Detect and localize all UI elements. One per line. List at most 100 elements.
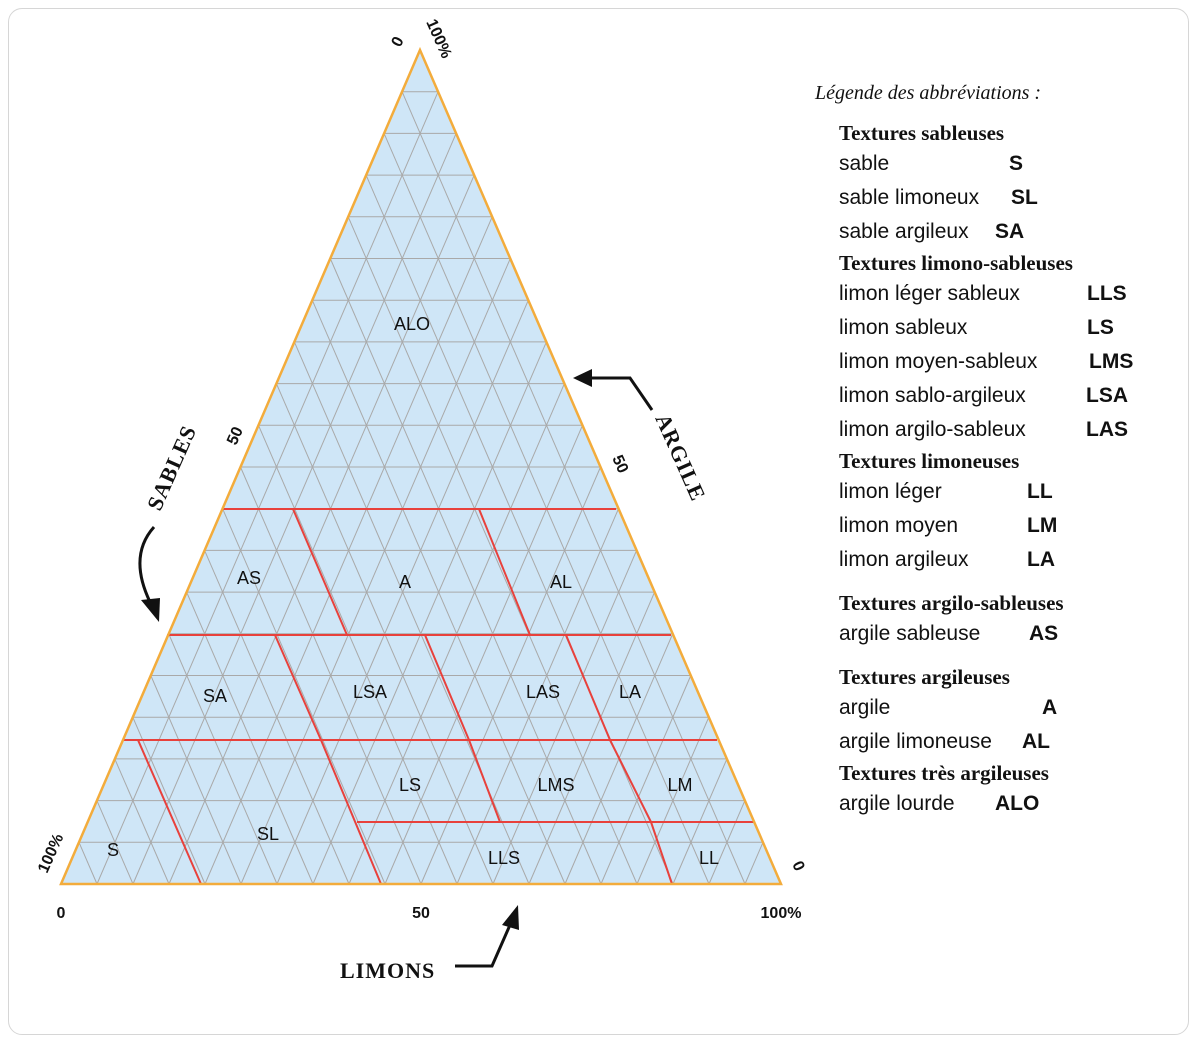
zone-label-lms: LMS	[537, 775, 574, 795]
legend-item-abbr: LMS	[1089, 350, 1134, 373]
zone-boundary-line	[274, 634, 322, 741]
grid-line	[276, 300, 529, 885]
legend-item-abbr: LLS	[1087, 282, 1127, 305]
zone-boundaries	[124, 508, 754, 885]
legend-spacer	[815, 577, 1185, 589]
grid-line	[168, 174, 475, 885]
right-axis-fifty: 50	[608, 453, 631, 476]
arrow-sables	[138, 525, 160, 622]
zone-boundary-line	[650, 821, 673, 885]
grid-line	[78, 842, 98, 885]
zone-label-s: S	[107, 840, 119, 860]
arrow-limons	[455, 905, 519, 968]
legend-item-name: limon moyen-sableux	[839, 350, 1038, 373]
legend-group-title: Textures limoneuses	[839, 449, 1020, 473]
grid-line	[600, 675, 692, 885]
grid-line	[114, 758, 170, 885]
zone-label-lls: LLS	[488, 848, 520, 868]
legend-group-title: Textures sableuses	[839, 121, 1005, 145]
zone-boundary-line	[320, 739, 382, 885]
legend-item: limon léger LL	[839, 475, 1185, 509]
zone-label-lm: LM	[667, 775, 692, 795]
legend-item-abbr: AS	[1029, 622, 1059, 645]
grid-line	[312, 341, 547, 885]
axis-name-limons: LIMONS	[340, 958, 435, 983]
legend-item-abbr: AL	[1022, 730, 1050, 753]
axis-name-argile: ARGILE	[650, 410, 711, 505]
legend-item-abbr: LA	[1027, 548, 1055, 571]
grid-line	[96, 91, 439, 885]
zone-label-sa: SA	[203, 686, 227, 706]
legend: Légende des abbréviations : Textures sab…	[815, 82, 1185, 821]
grid-line	[347, 216, 638, 885]
legend-item: sable argileux SA	[839, 215, 1185, 249]
bottom-axis-hundred: 100%	[761, 905, 802, 922]
legend-item-name: argile limoneuse	[839, 730, 992, 753]
grid-line	[204, 216, 493, 885]
zone-label-sl: SL	[257, 824, 279, 844]
legend-item-name: limon léger sableux	[839, 282, 1020, 305]
bottom-axis-fifty: 50	[412, 905, 430, 922]
zone-boundary-line	[468, 739, 501, 823]
grid-line	[186, 591, 314, 885]
zone-boundary-line	[478, 508, 531, 636]
legend-item-abbr: SA	[995, 220, 1025, 243]
zone-boundary-line	[565, 634, 611, 741]
top-axis-hundred: 100%	[422, 17, 454, 61]
grid-line	[311, 300, 566, 885]
legend-item-abbr: A	[1042, 696, 1058, 719]
bottom-axis-zero: 0	[57, 905, 66, 922]
grid-line	[401, 91, 746, 885]
zone-label-ll: LL	[699, 848, 719, 868]
legend-item-abbr: LL	[1027, 480, 1053, 503]
legend-item: sable limoneux SL	[839, 181, 1185, 215]
grid-line	[384, 425, 583, 885]
legend-item-name: limon argilo-sableux	[839, 418, 1026, 441]
legend-item: limon sablo-argileux LSA	[839, 379, 1185, 413]
left-axis-fifty: 50	[224, 424, 247, 447]
zone-label-alo: ALO	[394, 314, 430, 334]
legend-item-name: sable limoneux	[839, 186, 980, 209]
zone-label-as: AS	[237, 568, 261, 588]
grid-line	[240, 258, 511, 885]
legend-item-name: argile sableuse	[839, 622, 981, 645]
legend-item: limon moyen LM	[839, 509, 1185, 543]
zone-boundary-line	[424, 634, 470, 741]
legend-item-abbr: LS	[1087, 316, 1114, 339]
legend-group-title: Textures limono-sableuses	[839, 251, 1073, 275]
left-axis-hundred: 100%	[35, 831, 67, 875]
axis-name-sables: SABLES	[142, 421, 202, 514]
legend-item: limon argilo-sableux LAS	[839, 413, 1185, 447]
zone-boundary-line	[609, 739, 652, 823]
legend-item-name: limon léger	[839, 480, 942, 503]
zone-label-las: LAS	[526, 682, 560, 702]
legend-item: argile limoneuse AL	[839, 725, 1185, 759]
legend-item-name: argile	[839, 696, 891, 719]
legend-item-abbr: LAS	[1086, 418, 1128, 441]
legend-item-abbr: LM	[1027, 514, 1058, 537]
zone-label-al: AL	[550, 572, 572, 592]
legend-item: argile lourde ALO	[839, 787, 1185, 821]
grid-line	[528, 591, 656, 885]
legend-item: limon moyen-sableux LMS	[839, 345, 1185, 379]
legend-item-name: limon moyen	[839, 514, 959, 537]
legend-item-name: limon argileux	[839, 548, 969, 571]
legend-item-name: sable	[839, 152, 890, 175]
legend-item: argile sableuse AS	[839, 617, 1185, 651]
zone-boundary-line	[137, 739, 202, 885]
legend-item: limon argileux LA	[839, 543, 1185, 577]
legend-item-name: sable argileux	[839, 220, 969, 243]
legend-item-abbr: SL	[1011, 186, 1038, 209]
top-axis-zero: 0	[389, 34, 408, 50]
arrow-argile	[573, 369, 654, 411]
zone-boundary-line	[292, 508, 348, 636]
legend-item: argile A	[839, 691, 1185, 725]
grid-line	[744, 842, 764, 885]
legend-item-name: limon sablo-argileux	[839, 384, 1026, 407]
legend-item: limon sableux LS	[839, 311, 1185, 345]
legend-group-title: Textures argileuses	[839, 665, 1010, 689]
zone-label-lsa: LSA	[353, 682, 387, 702]
legend-item-name: limon sableux	[839, 316, 968, 339]
